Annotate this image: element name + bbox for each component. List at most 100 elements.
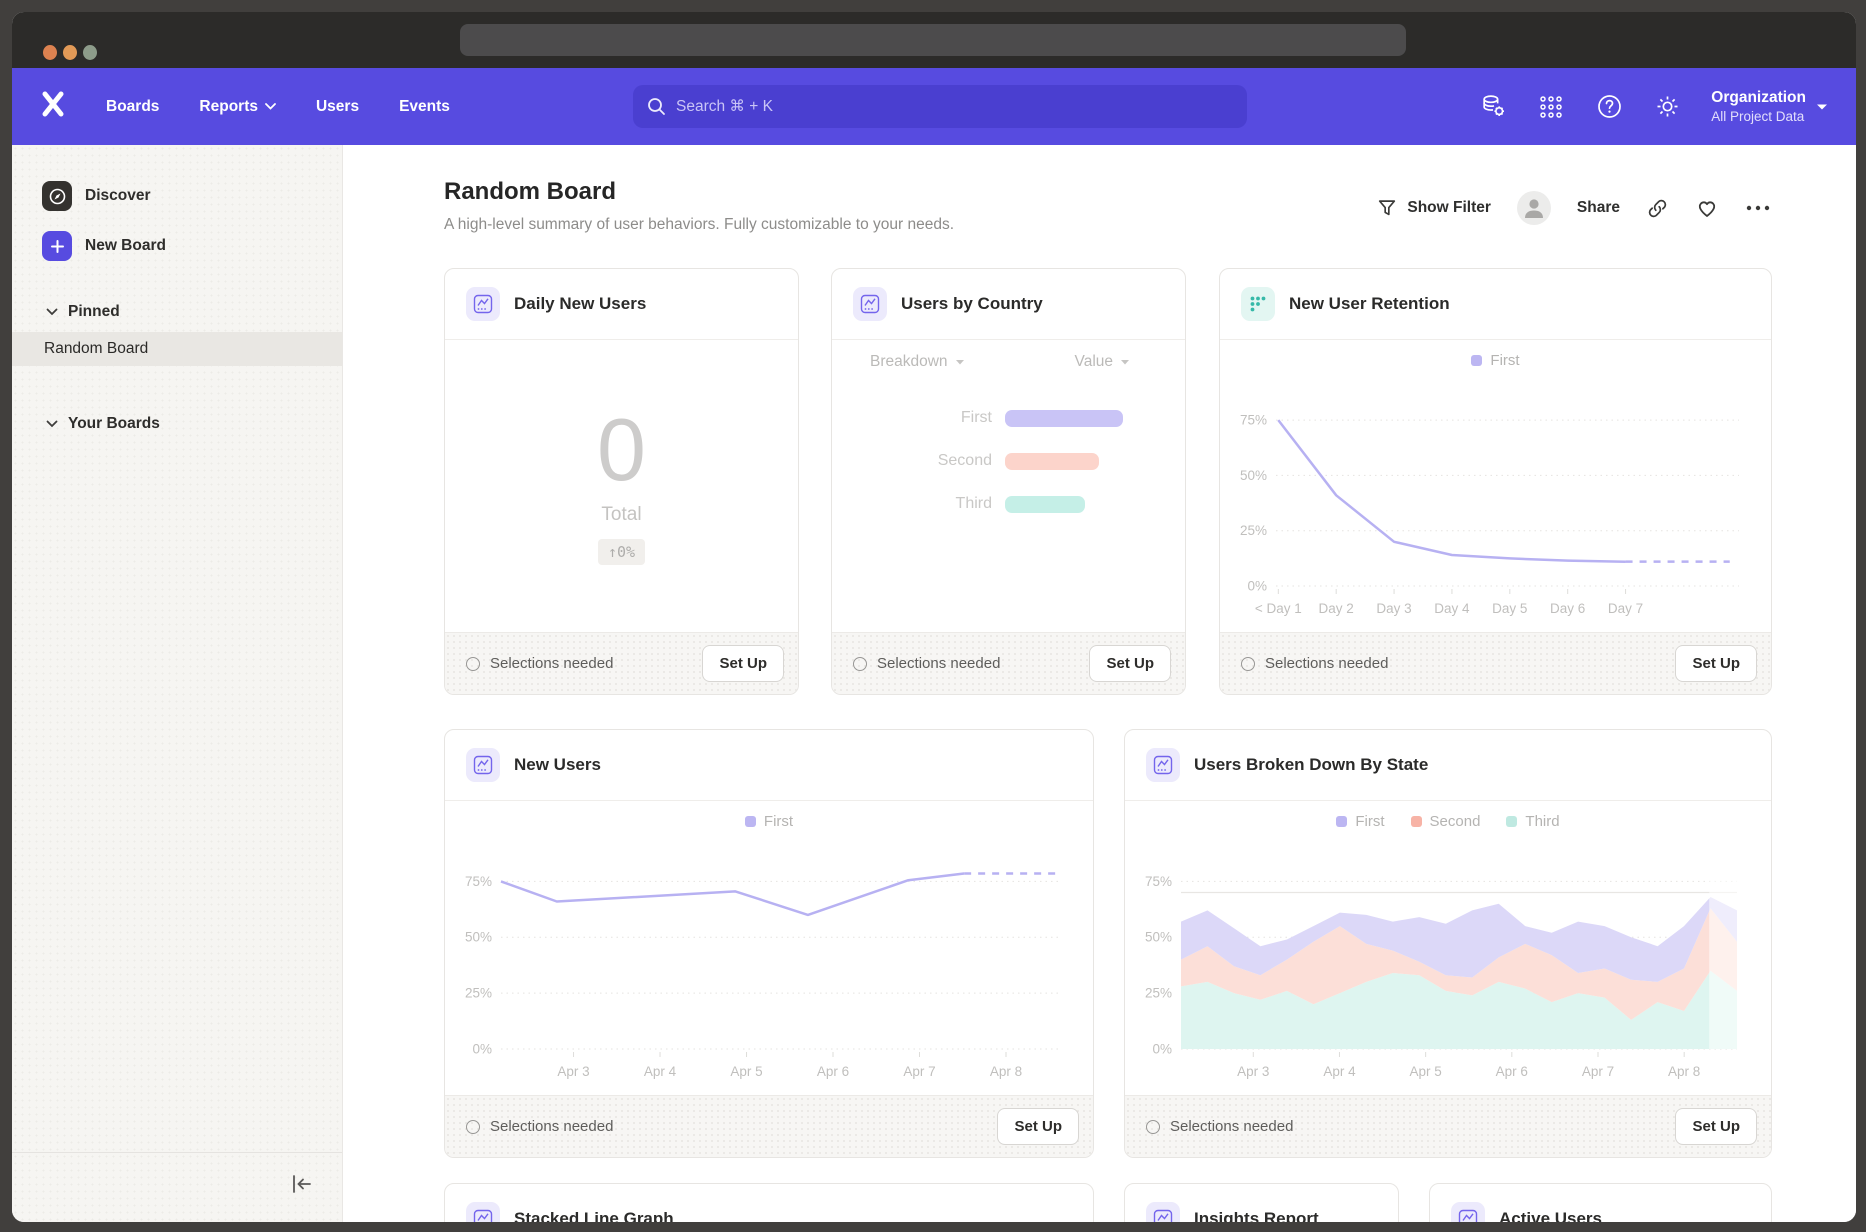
- link-icon: [1648, 199, 1667, 217]
- legend-item[interactable]: Second: [1410, 813, 1480, 830]
- legend-item[interactable]: First: [744, 813, 794, 830]
- card-status: Selections needed: [1241, 655, 1675, 672]
- breakdown-column-header[interactable]: Breakdown: [870, 353, 965, 371]
- card-title: Insights Report: [1194, 1209, 1319, 1222]
- column-label: Value: [1074, 353, 1114, 370]
- caret-down-icon: [955, 359, 964, 364]
- help-icon[interactable]: [1595, 93, 1623, 121]
- nav-label: Users: [315, 97, 360, 115]
- svg-text:Apr 3: Apr 3: [1237, 1064, 1269, 1079]
- legend-label: Third: [1525, 813, 1560, 830]
- row-label: Second: [937, 452, 992, 469]
- status-label: Selections needed: [1170, 1118, 1294, 1135]
- address-bar[interactable]: [460, 24, 1406, 56]
- card-title: Users Broken Down By State: [1194, 755, 1429, 774]
- heart-icon: [1698, 201, 1716, 217]
- chart-region: First Second Third 0% 25% 50% 75% Apr 3 Apr 4 Ap…: [1125, 801, 1771, 1098]
- show-filter-label: Show Filter: [1407, 199, 1491, 216]
- mixpanel-logo-icon[interactable]: [38, 89, 68, 124]
- svg-text:0%: 0%: [1152, 1042, 1172, 1057]
- chart-region: First 0% 25% 50% 75% < Day 1 Day 2 Day 3 Day 4 D…: [1220, 340, 1771, 635]
- svg-text:Day 6: Day 6: [1550, 601, 1585, 616]
- sidebar-item-discover[interactable]: Discover: [12, 181, 342, 211]
- legend-label: First: [1490, 352, 1520, 369]
- column-label: Breakdown: [870, 353, 948, 370]
- search-input[interactable]: Search ⌘ + K: [633, 85, 1247, 128]
- card-new-users: New Users First 0% 25% 50% 75% Apr 3 Apr 4 Apr…: [444, 729, 1094, 1158]
- copy-link-button[interactable]: [1646, 197, 1669, 220]
- legend-label: First: [763, 813, 794, 830]
- sidebar-divider: [12, 1152, 342, 1153]
- status-circle-icon: [1146, 1119, 1160, 1134]
- sidebar-label: New Board: [85, 237, 166, 254]
- set-up-button[interactable]: Set Up: [1675, 1108, 1757, 1145]
- nav-item-users[interactable]: Users: [316, 98, 359, 116]
- status-circle-icon: [466, 656, 480, 671]
- set-up-button[interactable]: Set Up: [997, 1108, 1079, 1145]
- svg-text:Apr 7: Apr 7: [903, 1064, 935, 1079]
- set-up-button[interactable]: Set Up: [1675, 645, 1757, 682]
- svg-text:Day 4: Day 4: [1434, 601, 1470, 616]
- legend-item[interactable]: First: [1471, 352, 1520, 369]
- svg-text:25%: 25%: [1145, 986, 1172, 1001]
- metric-value: 0: [597, 400, 646, 499]
- caret-down-icon: [1121, 359, 1130, 364]
- svg-text:Apr 4: Apr 4: [1323, 1064, 1356, 1079]
- metric-body: 0 Total ↑0%: [445, 339, 798, 632]
- sidebar-section-pinned[interactable]: Pinned: [12, 299, 342, 325]
- collapse-sidebar-icon[interactable]: [290, 1173, 314, 1200]
- sidebar-section-your-boards[interactable]: Your Boards: [12, 411, 342, 437]
- avatar[interactable]: [1516, 191, 1551, 225]
- set-up-button[interactable]: Set Up: [1089, 645, 1171, 682]
- status-label: Selections needed: [877, 655, 1001, 672]
- legend-swatch-icon: [1506, 816, 1518, 827]
- breakdown-row: Third: [832, 495, 1185, 513]
- share-button[interactable]: Share: [1577, 199, 1620, 217]
- insights-chart-icon: [1451, 1202, 1485, 1222]
- svg-text:0%: 0%: [472, 1042, 492, 1057]
- card-new-user-retention: New User Retention First 0% 25% 50% 75% < Da…: [1219, 268, 1772, 695]
- filter-icon: [1379, 200, 1396, 216]
- apps-grid-icon[interactable]: [1537, 93, 1565, 121]
- zoom-button[interactable]: [83, 45, 97, 60]
- nav-item-events[interactable]: Events: [399, 98, 450, 116]
- value-bar: [1005, 409, 1123, 427]
- insights-chart-icon: [466, 1202, 500, 1222]
- more-options-button[interactable]: [1745, 203, 1771, 213]
- share-label: Share: [1576, 199, 1620, 216]
- sidebar-item-label: Random Board: [44, 340, 149, 357]
- legend-item[interactable]: Third: [1506, 813, 1560, 830]
- insights-chart-icon: [853, 287, 887, 321]
- sidebar-item-new-board[interactable]: New Board: [12, 231, 342, 261]
- value-bar: [1005, 452, 1099, 470]
- status-label: Selections needed: [490, 1118, 614, 1135]
- insights-chart-icon: [466, 748, 500, 782]
- show-filter-button[interactable]: Show Filter: [1376, 197, 1491, 219]
- breakdown-row: First: [832, 409, 1185, 427]
- retention-line-chart: 0% 25% 50% 75% < Day 1 Day 2 Day 3 Day 4 Day 5 Da…: [1240, 413, 1739, 616]
- legend-item[interactable]: First: [1336, 813, 1385, 830]
- status-label: Selections needed: [490, 655, 614, 672]
- nav-label: Reports: [199, 97, 258, 115]
- breakdown-row: Second: [832, 452, 1185, 470]
- set-up-button[interactable]: Set Up: [702, 645, 784, 682]
- favorite-button[interactable]: [1695, 196, 1719, 220]
- sidebar-item-random-board[interactable]: Random Board: [12, 332, 342, 366]
- nav-item-boards[interactable]: Boards: [106, 98, 159, 116]
- org-switcher[interactable]: Organization All Project Data: [1711, 88, 1828, 126]
- sidebar-section-label: Pinned: [68, 303, 120, 320]
- settings-gear-icon[interactable]: [1653, 93, 1681, 121]
- svg-text:0%: 0%: [1247, 579, 1267, 594]
- card-title: Active Users: [1499, 1209, 1603, 1222]
- data-management-icon[interactable]: [1479, 93, 1507, 121]
- svg-text:75%: 75%: [465, 874, 492, 889]
- app-navbar: Boards Reports Users Events Search ⌘ + K: [12, 68, 1856, 145]
- minimize-button[interactable]: [63, 45, 77, 60]
- user-icon: [1524, 199, 1543, 218]
- nav-label: Events: [399, 97, 450, 115]
- nav-item-reports[interactable]: Reports: [199, 98, 276, 116]
- close-button[interactable]: [43, 45, 57, 60]
- chevron-down-icon: [46, 420, 58, 428]
- value-column-header[interactable]: Value: [1075, 353, 1131, 371]
- svg-text:Apr 5: Apr 5: [1409, 1064, 1441, 1079]
